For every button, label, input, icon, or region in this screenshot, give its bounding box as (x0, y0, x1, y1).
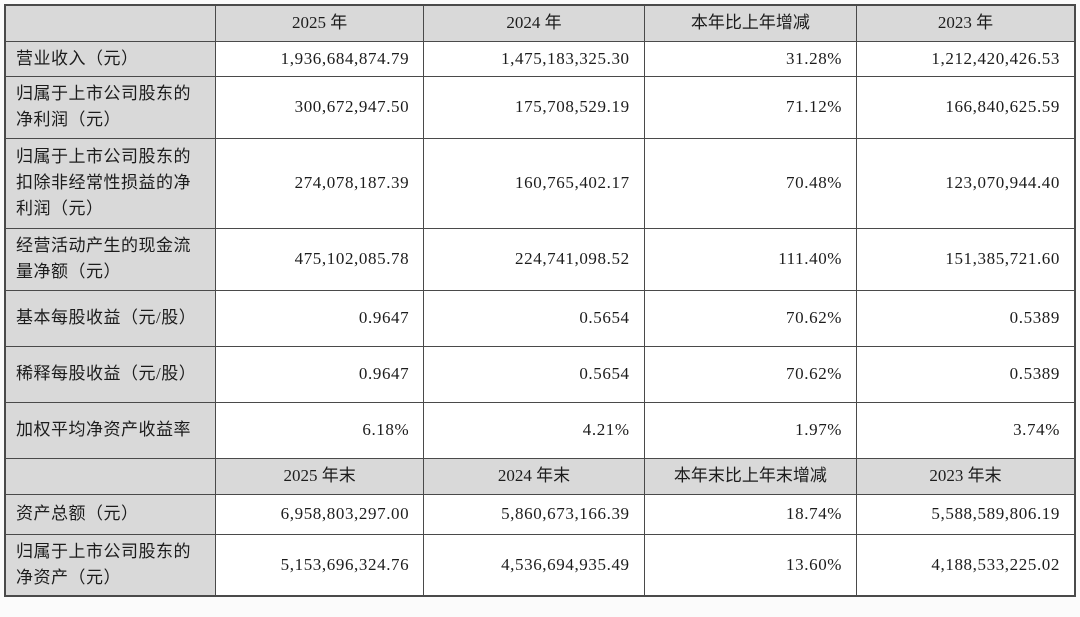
cell-value: 70.48% (643, 137, 858, 229)
row-label: 基本每股收益（元/股） (4, 289, 216, 347)
header-empty-cell (4, 4, 216, 42)
table-row-operating-cash-flow: 经营活动产生的现金流量净额（元） 475,102,085.78 224,741,… (4, 227, 1076, 291)
header-yearend-2023: 2023 年末 (856, 457, 1076, 495)
cell-value: 4,536,694,935.49 (423, 533, 645, 597)
header-yearend-2024: 2024 年末 (423, 457, 645, 495)
cell-value: 5,588,589,806.19 (856, 493, 1076, 535)
cell-value: 475,102,085.78 (214, 227, 425, 291)
row-label: 归属于上市公司股东的净利润（元） (4, 75, 216, 139)
cell-value: 160,765,402.17 (423, 137, 645, 229)
cell-value: 71.12% (643, 75, 858, 139)
cell-value: 4,188,533,225.02 (856, 533, 1076, 597)
table-row-diluted-eps: 稀释每股收益（元/股） 0.9647 0.5654 70.62% 0.5389 (4, 345, 1076, 403)
row-label: 资产总额（元） (4, 493, 216, 535)
cell-value: 1.97% (643, 401, 858, 459)
cell-value: 1,936,684,874.79 (214, 40, 425, 77)
cell-value: 123,070,944.40 (856, 137, 1076, 229)
yearend-header-row: 2025 年末 2024 年末 本年末比上年末增减 2023 年末 (4, 457, 1076, 495)
cell-value: 0.9647 (214, 289, 425, 347)
cell-value: 70.62% (643, 345, 858, 403)
table-row-net-assets: 归属于上市公司股东的净资产（元） 5,153,696,324.76 4,536,… (4, 533, 1076, 597)
header-year-2025: 2025 年 (214, 4, 425, 42)
cell-value: 1,212,420,426.53 (856, 40, 1076, 77)
cell-value: 0.5389 (856, 345, 1076, 403)
cell-value: 31.28% (643, 40, 858, 77)
row-label: 加权平均净资产收益率 (4, 401, 216, 459)
cell-value: 175,708,529.19 (423, 75, 645, 139)
row-label: 营业收入（元） (4, 40, 216, 77)
header-year-2023: 2023 年 (856, 4, 1076, 42)
cell-value: 6.18% (214, 401, 425, 459)
header-yearend-2025: 2025 年末 (214, 457, 425, 495)
header-yoy-change: 本年比上年增减 (643, 4, 858, 42)
cell-value: 0.5654 (423, 289, 645, 347)
cell-value: 3.74% (856, 401, 1076, 459)
cell-value: 151,385,721.60 (856, 227, 1076, 291)
cell-value: 111.40% (643, 227, 858, 291)
row-label: 稀释每股收益（元/股） (4, 345, 216, 403)
annual-header-row: 2025 年 2024 年 本年比上年增减 2023 年 (4, 4, 1076, 42)
cell-value: 166,840,625.59 (856, 75, 1076, 139)
cell-value: 274,078,187.39 (214, 137, 425, 229)
row-label: 经营活动产生的现金流量净额（元） (4, 227, 216, 291)
table-row-revenue: 营业收入（元） 1,936,684,874.79 1,475,183,325.3… (4, 40, 1076, 77)
cell-value: 6,958,803,297.00 (214, 493, 425, 535)
table-row-total-assets: 资产总额（元） 6,958,803,297.00 5,860,673,166.3… (4, 493, 1076, 535)
table-row-basic-eps: 基本每股收益（元/股） 0.9647 0.5654 70.62% 0.5389 (4, 289, 1076, 347)
cell-value: 5,860,673,166.39 (423, 493, 645, 535)
cell-value: 0.5389 (856, 289, 1076, 347)
cell-value: 4.21% (423, 401, 645, 459)
table-row-deducted-net-profit: 归属于上市公司股东的扣除非经常性损益的净利润（元） 274,078,187.39… (4, 137, 1076, 229)
header-empty-cell (4, 457, 216, 495)
row-label: 归属于上市公司股东的净资产（元） (4, 533, 216, 597)
financial-summary-table: 2025 年 2024 年 本年比上年增减 2023 年 营业收入（元） 1,9… (4, 4, 1076, 597)
cell-value: 13.60% (643, 533, 858, 597)
header-year-2024: 2024 年 (423, 4, 645, 42)
row-label: 归属于上市公司股东的扣除非经常性损益的净利润（元） (4, 137, 216, 229)
cell-value: 5,153,696,324.76 (214, 533, 425, 597)
cell-value: 224,741,098.52 (423, 227, 645, 291)
cell-value: 18.74% (643, 493, 858, 535)
table-row-weighted-avg-roe: 加权平均净资产收益率 6.18% 4.21% 1.97% 3.74% (4, 401, 1076, 459)
cell-value: 300,672,947.50 (214, 75, 425, 139)
table-row-net-profit: 归属于上市公司股东的净利润（元） 300,672,947.50 175,708,… (4, 75, 1076, 139)
cell-value: 0.5654 (423, 345, 645, 403)
header-yearend-change: 本年末比上年末增减 (643, 457, 858, 495)
cell-value: 1,475,183,325.30 (423, 40, 645, 77)
cell-value: 0.9647 (214, 345, 425, 403)
cell-value: 70.62% (643, 289, 858, 347)
